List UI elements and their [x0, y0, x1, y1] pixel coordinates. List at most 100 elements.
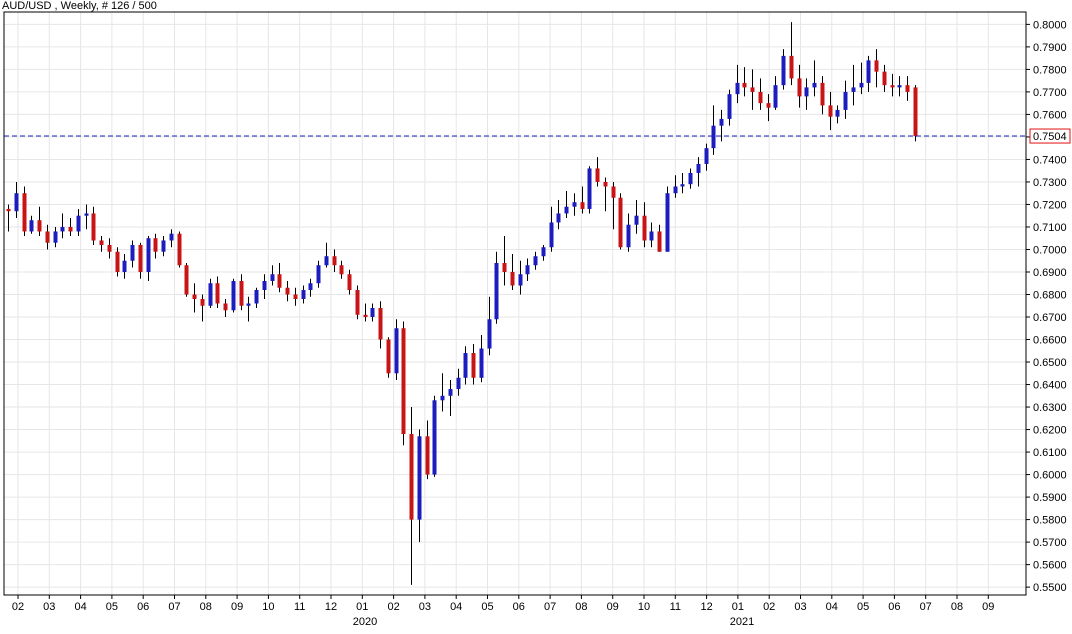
plot-frame	[3, 11, 1027, 596]
candle-body	[688, 172, 693, 185]
candle-body	[479, 348, 484, 378]
y-tick-label: 0.6400	[1033, 380, 1067, 392]
candle-body	[29, 220, 34, 232]
grid	[4, 12, 1026, 595]
candle-body	[773, 85, 778, 108]
candle-body	[161, 240, 166, 252]
candle-body	[502, 262, 507, 272]
y-tick-label: 0.6600	[1033, 335, 1067, 347]
candle-body	[53, 231, 58, 243]
candle-body	[719, 118, 724, 126]
candle-body	[146, 238, 151, 272]
x-tick-label: 07	[544, 601, 556, 613]
candle-body	[293, 294, 298, 299]
candle-body	[177, 233, 182, 266]
candle-body	[363, 314, 368, 318]
candle-body	[789, 55, 794, 79]
x-tick-label: 02	[12, 601, 24, 613]
y-tick-label: 0.7400	[1033, 154, 1067, 166]
candle-body	[859, 82, 864, 88]
candle-body	[882, 71, 887, 86]
year-label: 2021	[730, 616, 754, 628]
candle-body	[820, 82, 825, 106]
current-price-box	[1029, 128, 1071, 144]
x-tick-label: 05	[106, 601, 118, 613]
candle-body	[649, 231, 654, 241]
candle-body	[184, 265, 189, 295]
candle-body	[432, 400, 437, 475]
candle-body	[153, 238, 158, 252]
y-tick-label: 0.7100	[1033, 222, 1067, 234]
candle-body	[394, 328, 399, 374]
y-tick-label: 0.5500	[1033, 582, 1067, 594]
y-tick-label: 0.7200	[1033, 199, 1067, 211]
candle-body	[665, 193, 670, 252]
x-tick-label: 09	[607, 601, 619, 613]
x-tick-label: 08	[575, 601, 587, 613]
candle-body	[595, 168, 600, 182]
candle-body	[897, 85, 902, 88]
candle-body	[556, 213, 561, 223]
y-tick-label: 0.7600	[1033, 109, 1067, 121]
candle-body	[254, 289, 259, 304]
candle-body	[797, 78, 802, 97]
candle-body	[642, 215, 647, 241]
y-tick-label: 0.5800	[1033, 515, 1067, 527]
y-tick-label: 0.6700	[1033, 312, 1067, 324]
candle-body	[332, 256, 337, 266]
candle-body	[828, 105, 833, 117]
y-tick-label: 0.6900	[1033, 267, 1067, 279]
candle-body	[518, 274, 523, 286]
y-tick-label: 0.6200	[1033, 425, 1067, 437]
candle-body	[766, 103, 771, 108]
candle-body	[866, 60, 871, 83]
x-tick-label: 01	[732, 601, 744, 613]
candle-body	[425, 436, 430, 475]
candle-body	[541, 247, 546, 257]
candle-body	[851, 87, 856, 92]
candle-body	[239, 280, 244, 306]
x-tick-label: 04	[826, 601, 838, 613]
candle-body	[564, 206, 569, 214]
candle-body	[696, 163, 701, 173]
candle-body	[231, 280, 236, 311]
x-tick-label: 06	[137, 601, 149, 613]
year-label: 2020	[353, 616, 377, 628]
candle-body	[223, 303, 228, 311]
x-tick-label: 12	[700, 601, 712, 613]
candle-body	[409, 434, 414, 520]
candle-body	[339, 265, 344, 275]
candle-body	[99, 240, 104, 245]
candle-body	[781, 55, 786, 86]
y-tick-label: 0.7700	[1033, 87, 1067, 99]
candle-body	[727, 94, 732, 119]
candle-body	[6, 208, 11, 212]
chart-title: AUD/USD , Weekly, # 126 / 500	[2, 0, 157, 12]
x-tick-label: 07	[168, 601, 180, 613]
candle-body	[37, 220, 42, 232]
x-tick-label: 03	[794, 601, 806, 613]
y-tick-label: 0.6000	[1033, 470, 1067, 482]
candle-body	[758, 91, 763, 104]
x-tick-label: 03	[43, 601, 55, 613]
candle-body	[750, 87, 755, 92]
candle-body	[270, 274, 275, 281]
y-tick-label: 0.6300	[1033, 402, 1067, 414]
candle-body	[115, 251, 120, 272]
x-tick-label: 01	[356, 601, 368, 613]
candle-body	[657, 231, 662, 252]
candle-body	[324, 256, 329, 266]
y-tick-label: 0.7800	[1033, 64, 1067, 76]
candle-body	[45, 231, 50, 243]
candle-body	[277, 274, 282, 288]
x-tick-label: 06	[513, 601, 525, 613]
candle-body	[192, 294, 197, 299]
candle-body	[14, 193, 19, 212]
candle-body	[386, 339, 391, 374]
candle-body	[673, 186, 678, 194]
candle-body	[84, 213, 89, 216]
x-tick-label: 08	[200, 601, 212, 613]
